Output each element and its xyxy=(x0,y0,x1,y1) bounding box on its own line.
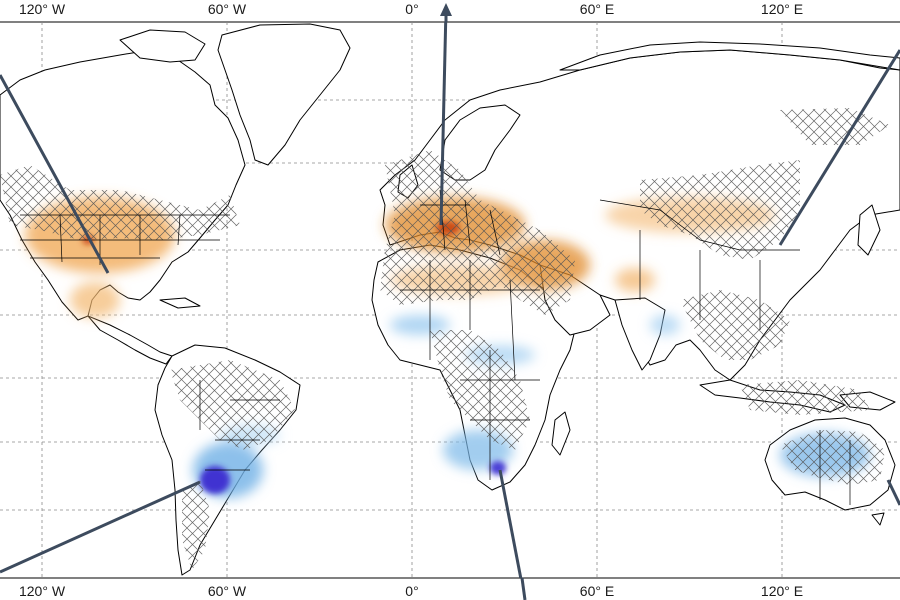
hatch-indonesia xyxy=(740,380,870,415)
pointer-europe xyxy=(439,22,448,226)
longitude-labels-bottom: 120° W 60° W 0° 60° E 120° E xyxy=(19,583,803,599)
lon-label-bottom: 60° W xyxy=(208,583,247,599)
tasmania-land xyxy=(871,512,885,526)
lon-label-top: 120° E xyxy=(761,1,803,17)
south-asia-patch xyxy=(615,268,655,292)
pointer-argentina xyxy=(0,480,201,574)
pointer-australia xyxy=(886,479,900,506)
pointer-east-asia xyxy=(778,49,900,246)
hatch-australia xyxy=(780,430,885,485)
lon-label-top: 60° E xyxy=(580,1,614,17)
japan-land xyxy=(857,204,881,256)
hatch-south-america xyxy=(170,360,295,450)
russia-north-coast xyxy=(559,41,900,71)
lon-label-bottom: 120° E xyxy=(761,583,803,599)
southern-africa-hotspot xyxy=(490,461,506,475)
pointer-western-us xyxy=(0,74,110,274)
madagascar-land xyxy=(551,411,571,456)
hatch-patagonia xyxy=(182,480,210,570)
hatch-europe-middle-east xyxy=(380,150,575,315)
lon-label-bottom: 0° xyxy=(405,583,418,599)
hatch-russia xyxy=(780,108,890,145)
scandinavia-land xyxy=(439,104,521,181)
india-land xyxy=(614,297,666,371)
pointer-southern-africa-tail xyxy=(520,577,527,600)
pointer-southern-africa xyxy=(498,469,523,578)
hatch-asia xyxy=(640,160,800,260)
lon-label-top: 0° xyxy=(405,1,418,17)
callout-pointers xyxy=(0,22,900,578)
pointer-europe-arrowhead xyxy=(440,3,452,16)
central-america-land xyxy=(87,315,173,365)
hatch-southeast-asia xyxy=(680,290,790,360)
lon-label-top: 60° W xyxy=(208,1,247,17)
lon-label-bottom: 60° E xyxy=(580,583,614,599)
southeast-asia-patch xyxy=(650,315,680,335)
arctic-islands-land xyxy=(119,29,206,63)
central-america-patch xyxy=(70,282,120,318)
argentina-hotspot xyxy=(200,466,230,494)
greenland-land xyxy=(217,23,351,166)
cuba-land xyxy=(159,297,201,309)
lon-label-bottom: 120° W xyxy=(19,583,66,599)
longitude-labels-top: 120° W 60° W 0° 60° E 120° E xyxy=(19,1,803,17)
lon-label-top: 120° W xyxy=(19,1,66,17)
